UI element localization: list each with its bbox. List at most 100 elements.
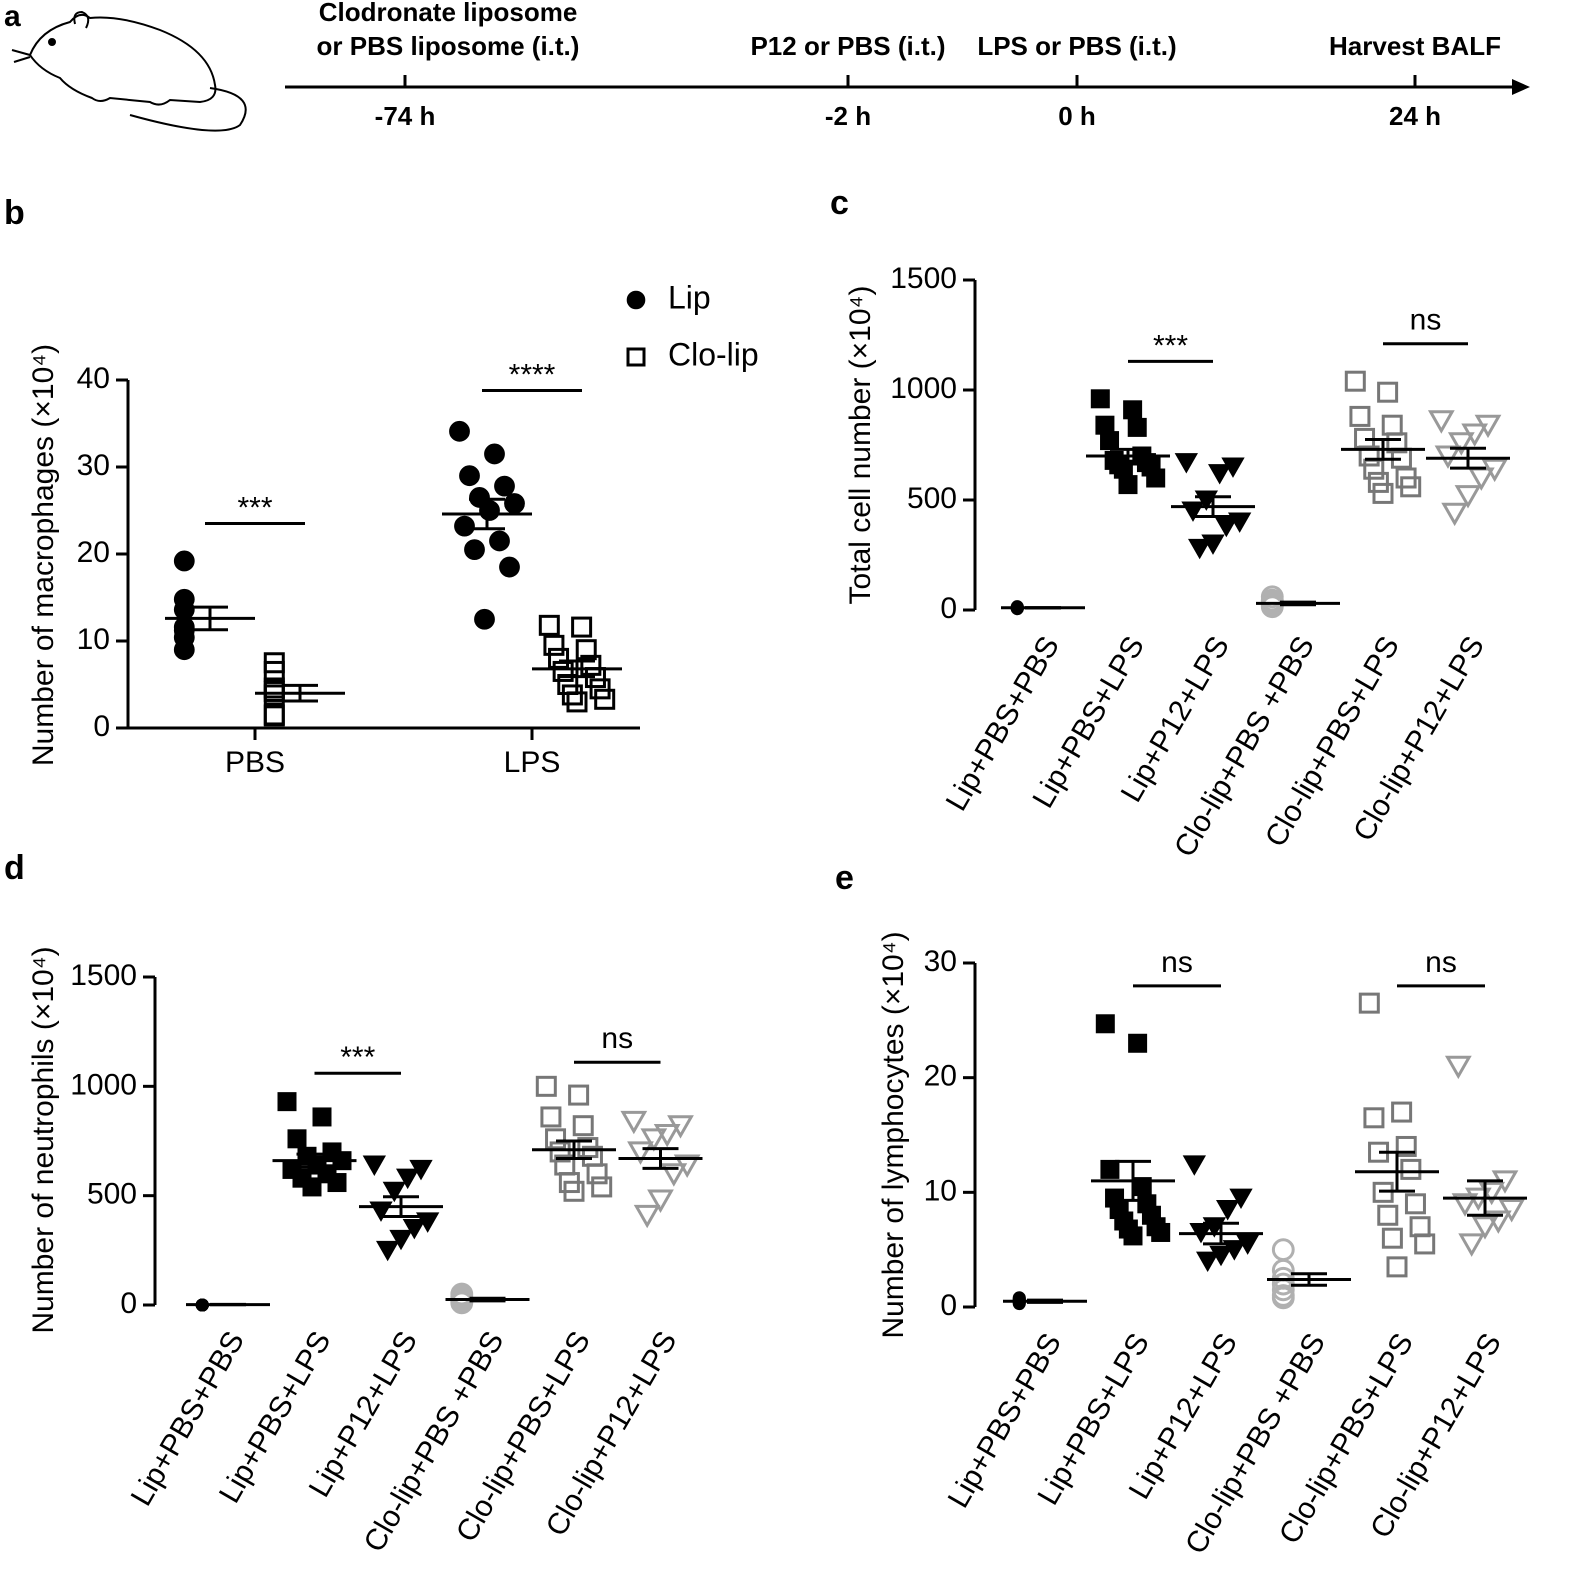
data-point [1271, 1286, 1295, 1310]
panel-letter: c [830, 184, 849, 222]
sem-bar [1450, 446, 1486, 470]
data-point [263, 684, 285, 706]
data-point [1391, 1101, 1413, 1123]
data-point [1386, 432, 1408, 454]
event-label: or PBS liposome (i.t.) [317, 31, 580, 61]
panel-letter: b [4, 194, 25, 232]
data-point [173, 639, 195, 661]
data-point [312, 1107, 332, 1127]
y-axis-title: Total cell number (×10⁴) [844, 286, 877, 605]
data-point [362, 1155, 386, 1176]
data-point [1100, 1159, 1120, 1179]
data-point [1123, 1226, 1143, 1246]
data-point [454, 515, 475, 537]
data-point [389, 1229, 413, 1251]
significance-label: *** [340, 1041, 375, 1074]
data-point [327, 1173, 347, 1193]
event-time: 24 h [1389, 101, 1441, 131]
data-point [1349, 405, 1371, 427]
significance-label: ns [1425, 946, 1457, 979]
sem-bar [1203, 1221, 1239, 1246]
data-point [1196, 1251, 1220, 1273]
data-point [1498, 1199, 1526, 1223]
data-point [1208, 464, 1232, 485]
y-tick-label: 500 [87, 1178, 137, 1211]
y-tick-label: 1000 [890, 372, 957, 405]
y-tick-label: 0 [940, 592, 957, 625]
data-point [1260, 595, 1284, 619]
y-axis-title: Number of macrophages (×10⁴) [27, 344, 60, 766]
data-point [1395, 1135, 1417, 1157]
data-point [173, 599, 195, 621]
data-point [575, 639, 597, 661]
event-time: 0 h [1058, 101, 1096, 131]
data-point [1146, 468, 1166, 488]
data-point [540, 1106, 562, 1128]
y-tick-label: 0 [93, 710, 110, 743]
y-tick-label: 10 [924, 1174, 957, 1207]
y-tick-label: 0 [940, 1289, 957, 1322]
data-point [640, 1128, 668, 1152]
data-point [561, 684, 583, 706]
y-tick-label: 1500 [890, 262, 957, 295]
data-point [1127, 417, 1147, 437]
sem-bar [192, 605, 228, 632]
data-point [586, 1163, 608, 1185]
panel-letter: a [4, 0, 21, 33]
data-point [1123, 400, 1143, 420]
panel-letter: d [4, 849, 25, 887]
data-point [620, 1110, 648, 1135]
data-point [594, 688, 616, 710]
x-tick-label: LPS [504, 746, 561, 779]
data-point [1128, 1033, 1148, 1053]
sem-bar [1291, 1272, 1327, 1287]
data-point [1458, 1233, 1486, 1257]
data-point [1381, 1227, 1403, 1249]
event-label: P12 or PBS (i.t.) [750, 31, 945, 61]
y-axis-title: Number of neutrophils (×10⁴) [27, 946, 60, 1333]
y-tick-label: 20 [77, 536, 110, 569]
data-point [382, 1181, 406, 1203]
y-tick-label: 0 [120, 1287, 137, 1320]
data-point [459, 465, 480, 487]
data-point [1471, 1216, 1499, 1240]
data-point [494, 475, 515, 497]
data-point [1118, 475, 1138, 495]
data-point [449, 420, 470, 442]
sem-bar [559, 659, 595, 679]
data-point [627, 1141, 654, 1165]
data-point [626, 290, 646, 310]
data-point [484, 443, 505, 465]
data-point [1377, 381, 1399, 403]
sem-bar [282, 683, 318, 703]
data-point [1447, 432, 1475, 456]
data-point [538, 614, 560, 636]
data-point [1363, 1107, 1385, 1129]
data-point [571, 616, 593, 638]
y-tick-label: 20 [924, 1060, 957, 1093]
sem-bar [469, 497, 505, 531]
y-tick-label: 10 [77, 623, 110, 656]
data-point [566, 691, 588, 713]
data-point [591, 1176, 613, 1198]
sem-bar [1280, 600, 1316, 607]
data-point [1377, 1204, 1399, 1226]
x-tick-label: PBS [225, 746, 285, 779]
data-point [1090, 389, 1110, 409]
data-point [1229, 1188, 1253, 1209]
data-point [1344, 370, 1366, 392]
data-point [474, 608, 495, 630]
data-point [1372, 482, 1394, 504]
data-point [563, 1180, 585, 1202]
sem-bar [1195, 495, 1231, 518]
data-point [464, 539, 485, 561]
data-point [572, 1115, 594, 1137]
data-point [173, 550, 195, 572]
event-label: LPS or PBS (i.t.) [977, 31, 1176, 61]
sem-bar [1115, 1159, 1151, 1202]
data-point [568, 1084, 590, 1106]
data-point [1427, 410, 1455, 434]
data-point [504, 493, 525, 514]
